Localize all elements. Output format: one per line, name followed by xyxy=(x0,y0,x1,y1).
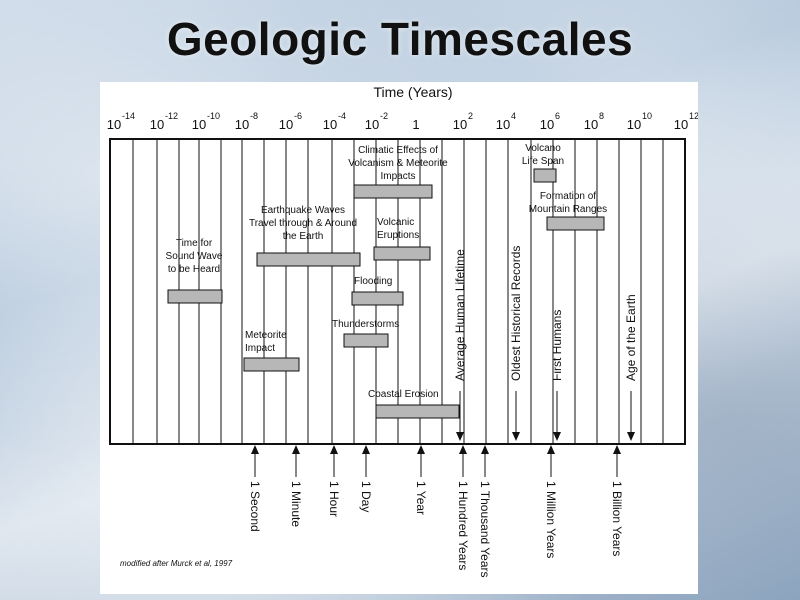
credit-note: modified after Murck et al, 1997 xyxy=(120,559,233,568)
volcano-life-span-bar xyxy=(533,168,557,183)
exponent-label: 10 xyxy=(107,117,121,132)
exponent-label: 10 xyxy=(453,117,467,132)
earthquake-waves-label: Earthquake Waves Travel through & Around t… xyxy=(249,205,357,242)
exponent-superscript: 6 xyxy=(555,111,560,121)
exponent-superscript: -4 xyxy=(338,111,346,121)
earthquake-waves-bar xyxy=(256,252,361,267)
exponent-superscript: -2 xyxy=(380,111,388,121)
mountain-ranges-label: Formation of Mountain Ranges xyxy=(529,191,607,215)
exponent-superscript: 4 xyxy=(511,111,516,121)
exponent-label: 10 xyxy=(323,117,337,132)
first-humans-label: First Humans xyxy=(550,310,564,381)
time-unit-arrow-head xyxy=(547,445,555,454)
age-of-earth-label: Age of the Earth xyxy=(624,294,638,381)
exponent-label: 10 xyxy=(150,117,164,132)
volcano-life-span-label: Volcano Life Span xyxy=(522,143,564,167)
thunderstorms-label: Thunderstorms xyxy=(332,319,399,330)
time-unit-label: 1 Year xyxy=(414,481,428,515)
slide-title: Geologic Timescales xyxy=(166,13,634,65)
time-unit-arrow-head xyxy=(417,445,425,454)
climatic-effects-label: Climatic Effects of Volcanism & Meteorite… xyxy=(348,145,448,182)
exponent-label: 10 xyxy=(279,117,293,132)
time-unit-arrow-head xyxy=(251,445,259,454)
volcanic-eruptions-label: Volcanic Eruptions xyxy=(377,217,419,241)
exponent-superscript: -10 xyxy=(207,111,220,121)
exponent-superscript: -6 xyxy=(294,111,302,121)
age-of-earth-arrow-head xyxy=(627,432,635,441)
flooding-bar xyxy=(351,291,404,306)
thunderstorms-bar xyxy=(343,333,389,348)
exponent-superscript: 12 xyxy=(689,111,698,121)
exponent-label: 10 xyxy=(235,117,249,132)
climatic-effects-bar xyxy=(353,184,433,199)
exponent-label: 1 xyxy=(412,117,419,132)
time-unit-arrow-head xyxy=(330,445,338,454)
coastal-erosion-bar xyxy=(375,404,460,419)
historical-records-label: Oldest Historical Records xyxy=(509,246,523,381)
time-unit-label: 1 Million Years xyxy=(544,481,558,558)
time-unit-arrow-head xyxy=(362,445,370,454)
time-unit-arrow-head xyxy=(613,445,621,454)
diagram-panel: Time (Years) 10 -14 10 -12 10 -10 10 -8 10 -6 10 -4… xyxy=(100,82,699,594)
plot-frame xyxy=(109,138,686,445)
time-unit-label: 1 Hour xyxy=(327,481,341,517)
flooding-label: Flooding xyxy=(354,276,392,287)
meteorite-impact-label: Meteorite Impact xyxy=(245,330,287,354)
exponent-label: 10 xyxy=(540,117,554,132)
mountain-ranges-bar xyxy=(546,216,605,231)
event-labels: Time for Sound Wave to be Heard Earthquake … xyxy=(166,143,608,400)
exponent-label: 10 xyxy=(584,117,598,132)
timescale-diagram: Time (Years) 10-1410-1210-1010-810-610-4… xyxy=(107,84,699,578)
time-unit-label: 1 Second xyxy=(248,481,262,532)
exponent-superscript: -8 xyxy=(250,111,258,121)
time-unit-label: 1 Thousand Years xyxy=(478,481,492,578)
exponent-label: 10 xyxy=(496,117,510,132)
human-lifetime-arrow-head xyxy=(456,432,464,441)
axis-title: Time (Years) xyxy=(373,84,452,100)
time-unit-markers: 1 Second 1 Minute 1 Hour 1 Day 1 Year 1 Hundr… xyxy=(248,445,624,578)
sound-wave-label: Time for Sound Wave to be Heard xyxy=(166,238,223,275)
time-unit-label: 1 Hundred Years xyxy=(456,481,470,570)
sound-wave-bar xyxy=(167,289,223,304)
time-unit-label: 1 Day xyxy=(359,481,373,512)
first-humans-arrow-head xyxy=(553,432,561,441)
time-unit-arrow-head xyxy=(292,445,300,454)
meteorite-impact-bar xyxy=(243,357,300,372)
time-unit-label: 1 Minute xyxy=(289,481,303,527)
exponent-superscript: 2 xyxy=(468,111,473,121)
exponent-label: 10 xyxy=(627,117,641,132)
human-lifetime-label: Average Human Lifetime xyxy=(453,249,467,381)
exponent-superscript: -12 xyxy=(165,111,178,121)
exponent-label: 10 xyxy=(365,117,379,132)
exponent-superscript: -14 xyxy=(122,111,135,121)
time-unit-arrow-head xyxy=(481,445,489,454)
exponent-superscript: 8 xyxy=(599,111,604,121)
volcanic-eruptions-bar xyxy=(373,246,431,261)
time-unit-arrow-head xyxy=(459,445,467,454)
exponent-label: 10 xyxy=(192,117,206,132)
event-bars xyxy=(167,168,605,419)
time-unit-label: 1 Billion Years xyxy=(610,481,624,556)
reference-markers: Average Human Lifetime Oldest Historical … xyxy=(453,246,638,441)
exponent-label: 10 xyxy=(674,117,688,132)
historical-records-arrow-head xyxy=(512,432,520,441)
exponent-superscript: 10 xyxy=(642,111,652,121)
coastal-erosion-label: Coastal Erosion xyxy=(368,389,439,400)
